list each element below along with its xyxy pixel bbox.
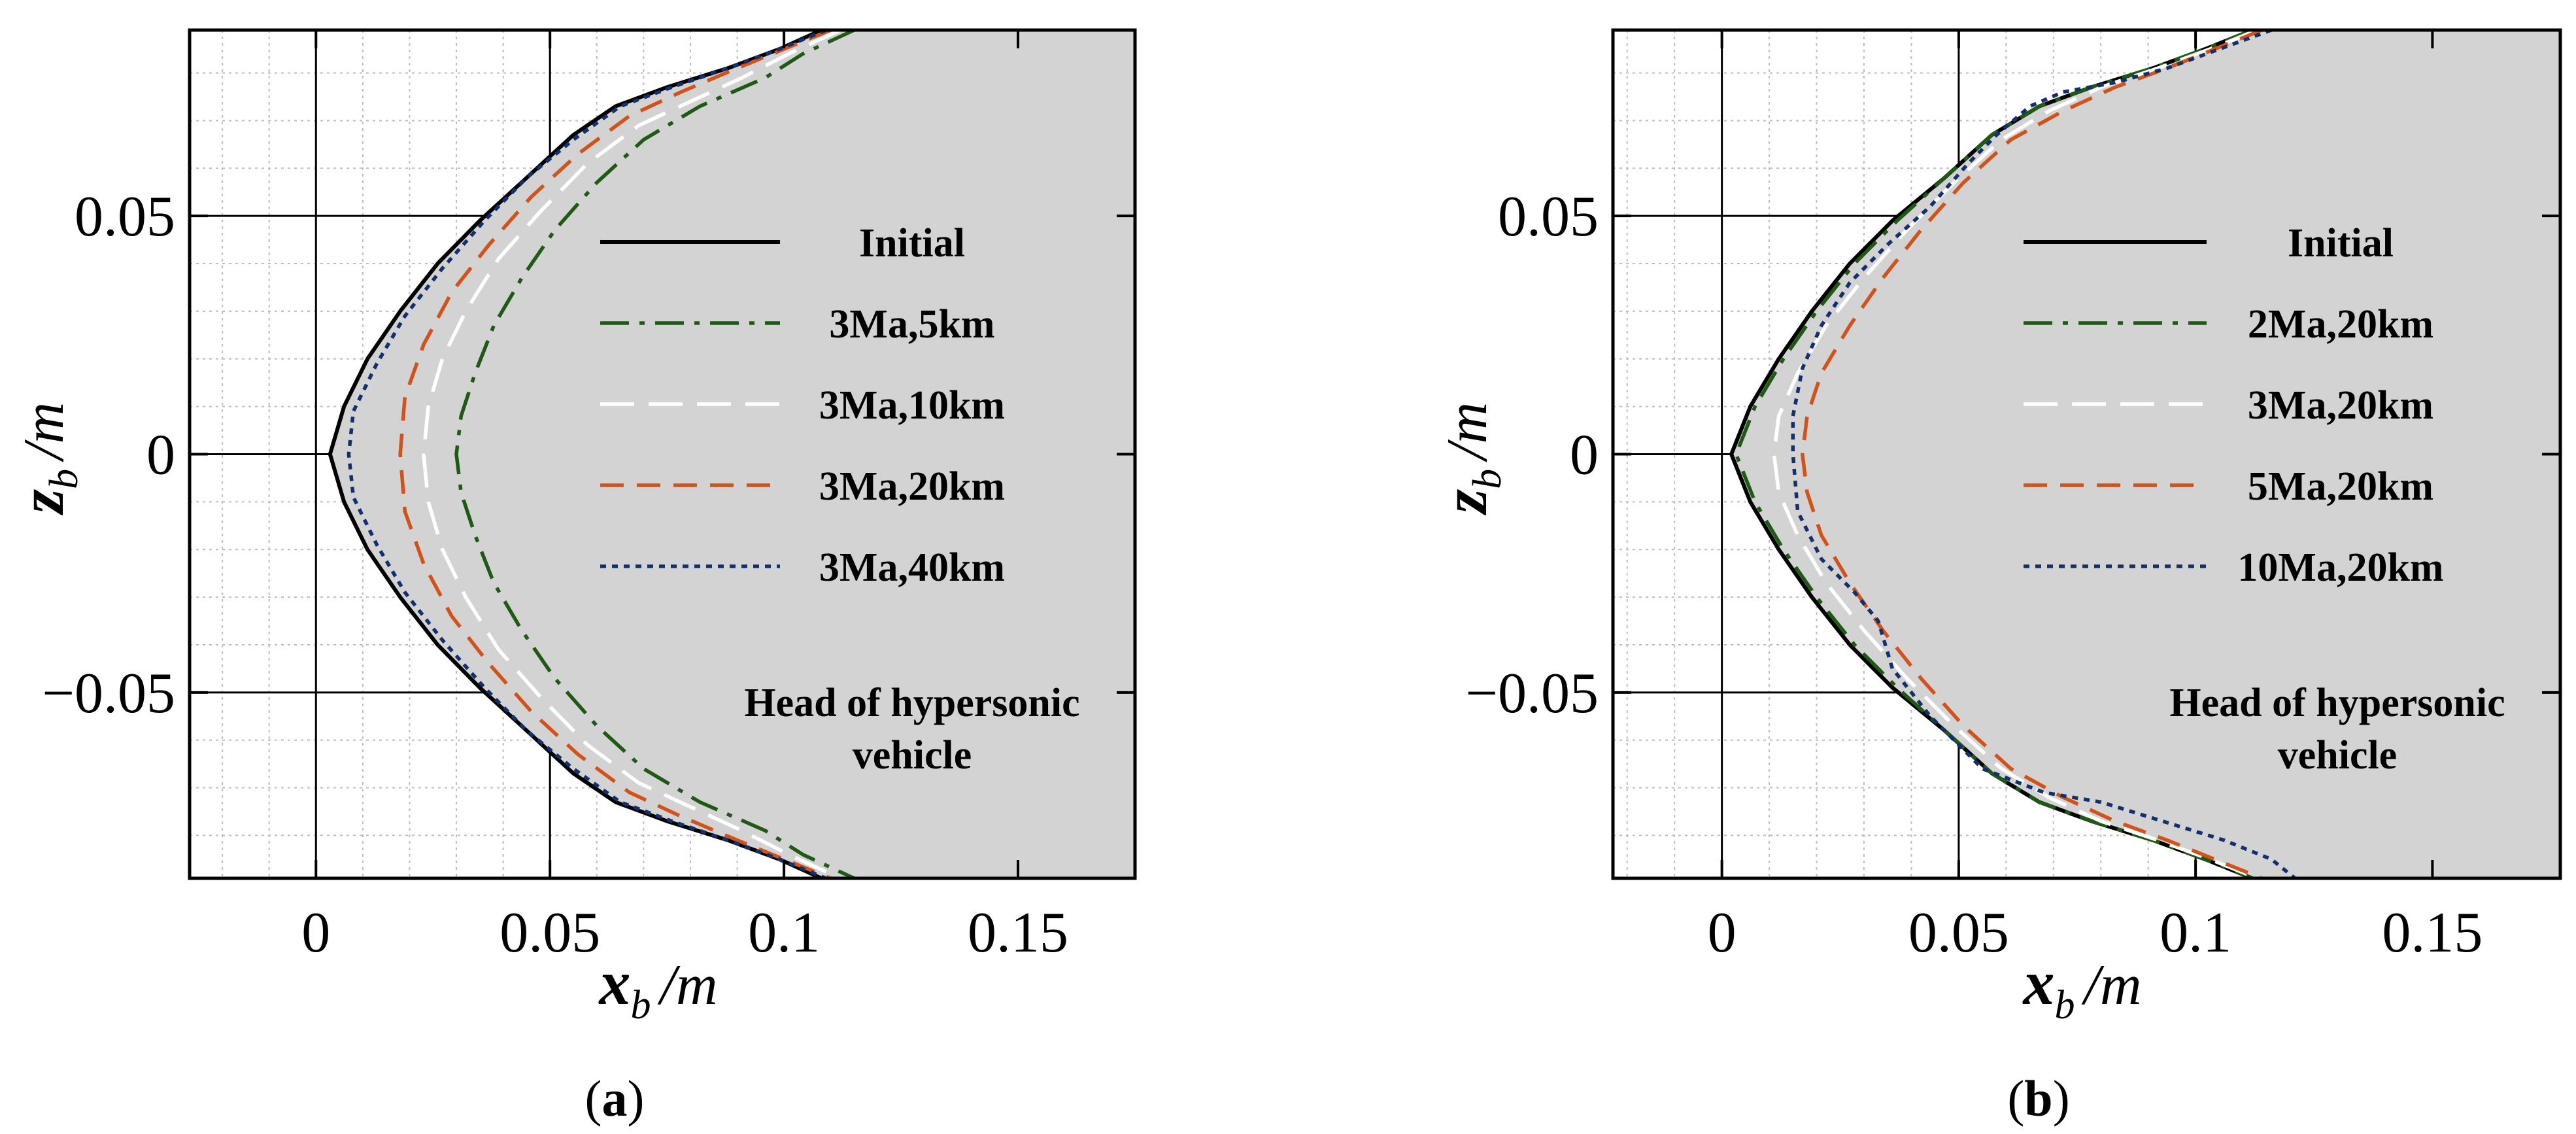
y-axis-symbol: z bbox=[7, 489, 76, 515]
legend-label-0: Initial bbox=[2288, 221, 2394, 266]
series-line-2 bbox=[1772, 30, 2258, 878]
x-tick-labels-b: 0 0.05 0.1 0.15 bbox=[1708, 901, 2483, 965]
y-tick-labels-b: −0.05 0 0.05 bbox=[1465, 185, 1599, 725]
annotation-line-1: Head of hypersonic bbox=[2169, 681, 2505, 725]
legend-a: Initial 3Ma,5km 3Ma,10km 3Ma,20km 3Ma,40km bbox=[600, 221, 1005, 590]
x-tick-label: 0.05 bbox=[1908, 901, 2009, 965]
y-axis-label-b: zb/m bbox=[1430, 402, 1510, 515]
series-line-0 bbox=[328, 30, 822, 878]
x-axis-subscript: b bbox=[631, 983, 651, 1027]
legend-label-1: 3Ma,5km bbox=[829, 302, 994, 347]
x-axis-label-a: xb/m bbox=[598, 948, 718, 1027]
y-axis-subscript: b bbox=[1465, 469, 1510, 489]
x-tick-label: 0 bbox=[301, 901, 330, 965]
vehicle-body-fill bbox=[330, 30, 1135, 878]
panel-b: 0 0.05 0.1 0.15 −0.05 0 0.05 Initial 2Ma,20km 3… bbox=[1430, 28, 2562, 1127]
legend-label-4: 10Ma,20km bbox=[2237, 545, 2443, 590]
y-tick-label: 0 bbox=[146, 424, 175, 487]
tick-marks-a bbox=[190, 30, 1135, 878]
y-axis-unit: /m bbox=[12, 402, 76, 463]
legend-label-0: Initial bbox=[859, 221, 965, 266]
y-tick-label: 0 bbox=[1570, 424, 1599, 487]
annotation-b: Head of hypersonic vehicle bbox=[2169, 681, 2505, 778]
y-axis-unit: /m bbox=[1436, 402, 1499, 463]
curves-b bbox=[1729, 30, 2560, 878]
annotation-line-2: vehicle bbox=[2278, 733, 2398, 778]
x-axis-symbol: x bbox=[598, 948, 631, 1018]
y-tick-labels-a: −0.05 0 0.05 bbox=[42, 185, 175, 725]
series-line-2 bbox=[422, 30, 841, 878]
legend-label-3: 3Ma,20km bbox=[819, 464, 1005, 509]
x-axis-symbol: x bbox=[2022, 948, 2055, 1018]
x-axis-unit: /m bbox=[657, 954, 718, 1017]
x-tick-labels-a: 0 0.05 0.1 0.15 bbox=[301, 901, 1068, 965]
y-tick-label: 0.05 bbox=[1498, 185, 1599, 249]
x-tick-label: 0.15 bbox=[968, 901, 1068, 965]
series-line-4 bbox=[1791, 30, 2297, 878]
x-tick-label: 0.1 bbox=[748, 901, 820, 965]
tick-marks-b bbox=[1613, 30, 2560, 878]
y-axis-subscript: b bbox=[42, 469, 86, 489]
legend-label-2: 3Ma,20km bbox=[2248, 383, 2433, 428]
x-axis-unit: /m bbox=[2081, 954, 2142, 1017]
y-axis-symbol: z bbox=[1430, 489, 1500, 515]
legend-label-3: 5Ma,20km bbox=[2248, 464, 2433, 509]
y-tick-label: 0.05 bbox=[75, 185, 175, 249]
x-tick-label: 0.1 bbox=[2160, 901, 2231, 965]
legend-label-2: 3Ma,10km bbox=[819, 383, 1005, 428]
y-tick-label: −0.05 bbox=[1465, 662, 1599, 725]
annotation-line-1: Head of hypersonic bbox=[744, 681, 1079, 725]
y-axis-label-a: zb/m bbox=[7, 402, 86, 515]
legend-label-1: 2Ma,20km bbox=[2248, 302, 2433, 347]
panel-label-a: (a) bbox=[585, 1070, 645, 1127]
legend-b: Initial 2Ma,20km 3Ma,20km 5Ma,20km 10Ma,20km bbox=[2024, 221, 2444, 590]
series-line-3 bbox=[398, 30, 832, 878]
x-tick-label: 0.15 bbox=[2382, 901, 2483, 965]
series-line-1 bbox=[454, 30, 855, 878]
vehicle-body-fill bbox=[1731, 30, 2560, 878]
x-axis-subscript: b bbox=[2055, 983, 2075, 1027]
annotation-a: Head of hypersonic vehicle bbox=[744, 681, 1079, 778]
x-tick-label: 0.05 bbox=[500, 901, 600, 965]
curves-a bbox=[328, 30, 1135, 878]
x-tick-label: 0 bbox=[1708, 901, 1737, 965]
y-tick-label: −0.05 bbox=[42, 662, 175, 725]
x-axis-label-b: xb/m bbox=[2022, 948, 2142, 1027]
panel-a: 0 0.05 0.1 0.15 −0.05 0 0.05 Initial 3Ma,5km 3M… bbox=[7, 28, 1137, 1127]
series-line-1 bbox=[1734, 30, 2254, 878]
legend-label-4: 3Ma,40km bbox=[819, 545, 1005, 590]
panel-label-b: (b) bbox=[2007, 1070, 2069, 1127]
series-line-4 bbox=[347, 30, 827, 878]
annotation-line-2: vehicle bbox=[853, 733, 972, 778]
